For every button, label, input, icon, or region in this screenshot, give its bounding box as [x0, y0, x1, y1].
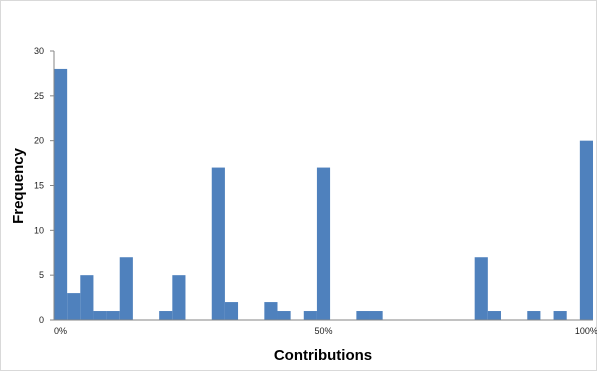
- x-tick-label-1: 50%: [314, 326, 332, 336]
- x-ticks-group: 0% 50% 100%: [54, 326, 597, 336]
- bar-17: [277, 311, 291, 320]
- bar-13: [224, 302, 239, 320]
- bar-1: [67, 293, 81, 320]
- bar-2: [80, 275, 94, 320]
- y-axis-title: Frequency: [10, 147, 27, 224]
- bar-20: [316, 167, 331, 320]
- bar-0: [54, 68, 68, 321]
- y-tick-label-0: 0: [39, 315, 44, 325]
- bar-38: [553, 311, 567, 320]
- bar-24: [369, 311, 383, 320]
- bar-9: [172, 275, 186, 320]
- y-tick-label-5: 5: [39, 270, 44, 280]
- bar-12: [211, 167, 225, 320]
- bar-40: [579, 140, 593, 320]
- y-tick-label-10: 10: [34, 225, 44, 235]
- bar-19: [303, 311, 317, 320]
- bar-8: [159, 311, 173, 320]
- x-axis-title: Contributions: [274, 347, 372, 364]
- y-tick-label-15: 15: [34, 181, 44, 191]
- x-tick-label-2: 100%: [575, 326, 597, 336]
- bar-23: [356, 311, 370, 320]
- y-ticks-group: 0 5 10 15 20 25 30: [34, 46, 54, 325]
- bars-group: [54, 68, 593, 321]
- y-tick-label-20: 20: [34, 136, 44, 146]
- bar-5: [119, 257, 133, 320]
- bar-36: [527, 311, 541, 320]
- y-tick-label-30: 30: [34, 46, 44, 56]
- bar-3: [93, 311, 107, 320]
- y-tick-label-25: 25: [34, 91, 44, 101]
- x-tick-label-0: 0%: [54, 326, 67, 336]
- bar-4: [106, 311, 120, 320]
- bar-33: [487, 311, 501, 320]
- bar-16: [264, 302, 278, 320]
- bar-32: [474, 257, 488, 320]
